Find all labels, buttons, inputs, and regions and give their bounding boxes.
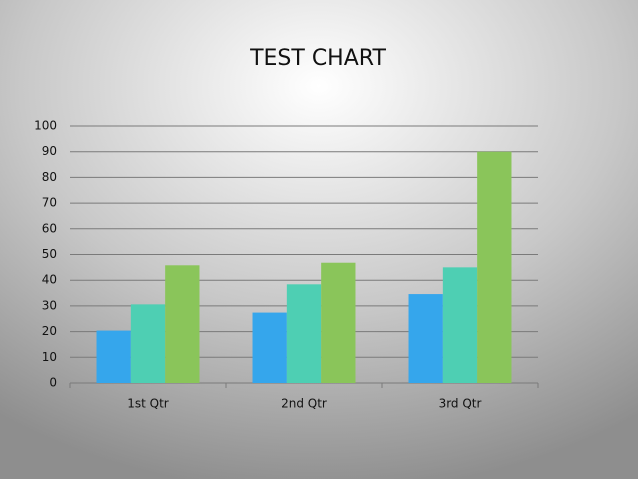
- bar: [477, 151, 512, 383]
- y-tick-label: 70: [42, 196, 57, 210]
- bar: [286, 284, 322, 383]
- x-tick-label: 2nd Qtr: [281, 397, 327, 411]
- y-tick-label: 90: [42, 144, 57, 158]
- y-tick-label: 60: [42, 221, 57, 235]
- x-tick-label: 1st Qtr: [127, 397, 169, 411]
- chart-title: TEST CHART: [249, 46, 386, 71]
- y-tick-label: 40: [42, 273, 57, 287]
- y-tick-label: 20: [42, 324, 57, 338]
- bar: [165, 265, 200, 383]
- y-tick-label: 80: [42, 170, 57, 184]
- y-tick-label: 100: [34, 119, 57, 133]
- y-tick-label: 30: [42, 298, 57, 312]
- bar: [96, 330, 131, 383]
- bar: [130, 304, 166, 383]
- bar: [321, 262, 356, 383]
- x-tick-label: 3rd Qtr: [439, 397, 482, 411]
- y-tick-label: 10: [42, 350, 57, 364]
- bar: [252, 312, 287, 383]
- y-tick-label: 0: [49, 376, 57, 390]
- y-tick-label: 50: [42, 247, 57, 261]
- bar: [408, 294, 443, 383]
- bar: [442, 267, 478, 383]
